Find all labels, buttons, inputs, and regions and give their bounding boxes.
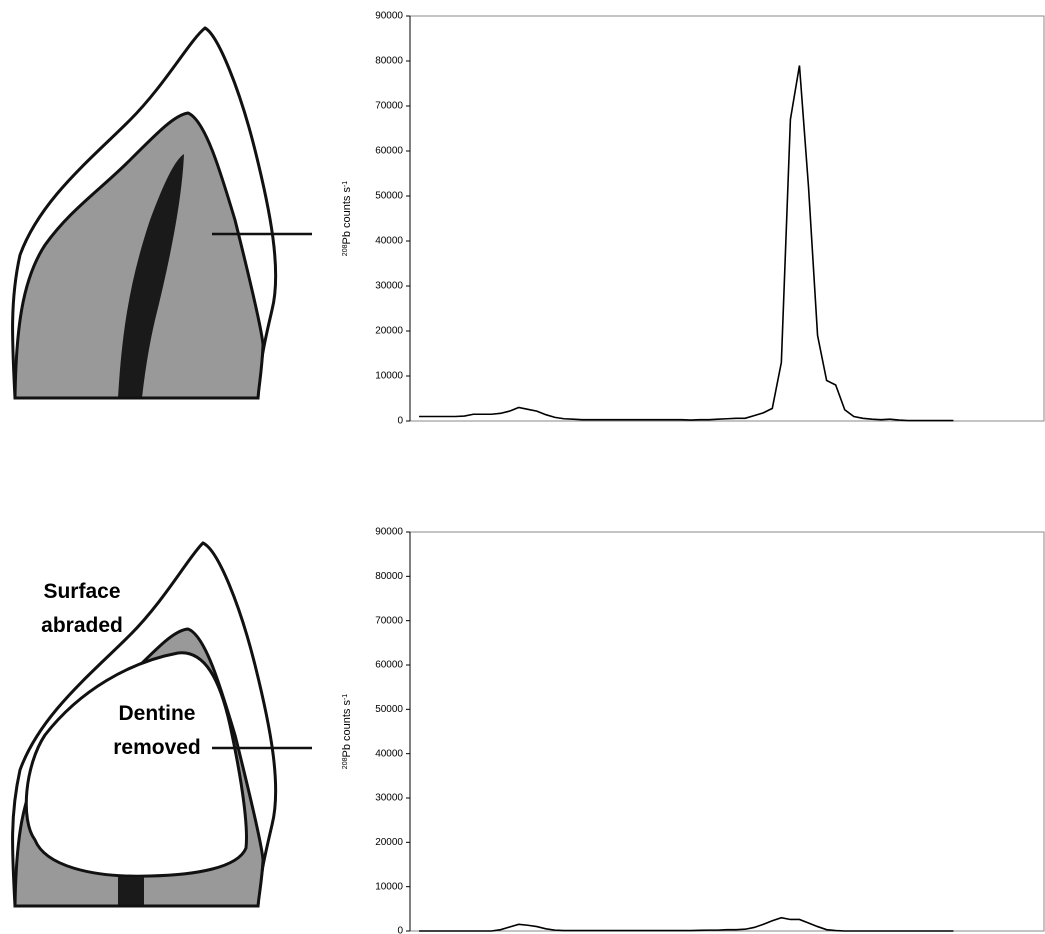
y-axis-title-text: Pb counts s (341, 700, 353, 758)
y-tick-label: 0 (397, 926, 403, 934)
annotation: abraded (41, 614, 123, 637)
y-tick-label: 90000 (375, 527, 403, 538)
y-tick-label: 40000 (375, 236, 403, 247)
y-tick-label: 40000 (375, 748, 403, 759)
annotation: removed (113, 736, 201, 759)
y-axis-title-isotope: 208 (342, 244, 349, 256)
figure: Surface abraded Dentine removed 0 10000 20… (0, 0, 1045, 934)
annotation: Dentine (118, 702, 195, 725)
y-axis-title-isotope: 208 (342, 757, 349, 769)
y-axis-title: 208Pb counts s-1 (341, 181, 353, 257)
plot-frame (410, 532, 1044, 931)
y-tick-label: 30000 (375, 793, 403, 804)
data-line (419, 918, 953, 931)
y-axis-title-exponent: -1 (342, 694, 349, 700)
tooth-diagram (13, 28, 312, 398)
y-axis-title-exponent: -1 (342, 181, 349, 187)
y-tick-label: 30000 (375, 281, 403, 292)
y-tick-label: 90000 (375, 11, 403, 22)
y-tick-label: 10000 (375, 881, 403, 892)
y-tick-label: 70000 (375, 101, 403, 112)
data-line (419, 66, 953, 421)
y-tick-label: 60000 (375, 660, 403, 671)
y-tick-label: 60000 (375, 146, 403, 157)
y-tick-label: 50000 (375, 704, 403, 715)
y-axis-title-text: Pb counts s (341, 187, 353, 245)
y-tick-label: 50000 (375, 191, 403, 202)
annotation: Surface (43, 580, 120, 603)
y-axis-title: 208Pb counts s-1 (341, 694, 353, 770)
y-tick-label: 80000 (375, 56, 403, 67)
y-tick-label: 70000 (375, 615, 403, 626)
y-tick-label: 10000 (375, 371, 403, 382)
plot-frame (410, 16, 1044, 421)
y-tick-label: 20000 (375, 326, 403, 337)
y-tick-label: 20000 (375, 837, 403, 848)
page: Surface abraded Dentine removed 0 10000 20… (0, 0, 1045, 934)
y-tick-label: 0 (397, 416, 403, 427)
y-tick-label: 80000 (375, 571, 403, 582)
